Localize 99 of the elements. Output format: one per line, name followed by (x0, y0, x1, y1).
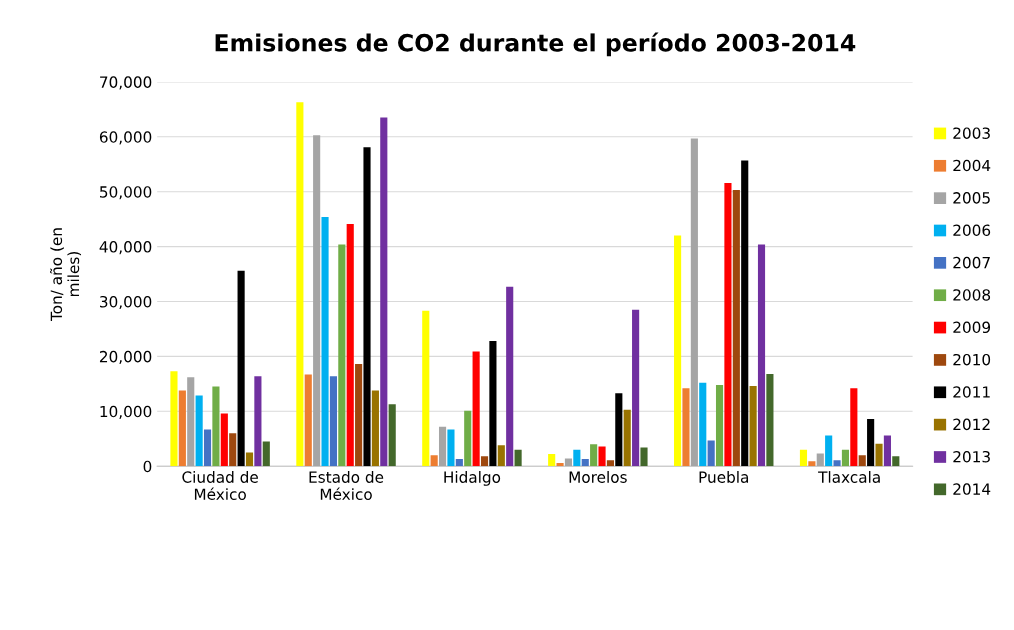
bar (178, 390, 186, 467)
bar (296, 102, 304, 467)
bar (388, 404, 396, 467)
bar (690, 138, 698, 467)
bar (606, 460, 614, 467)
bar (489, 341, 497, 467)
bar (380, 117, 388, 467)
bar (371, 390, 379, 467)
legend-label: 2011 (953, 386, 990, 398)
bar (816, 453, 824, 467)
bar (883, 435, 891, 467)
bar (699, 382, 707, 467)
bar (203, 429, 212, 467)
bar (506, 286, 514, 467)
bar (875, 443, 883, 467)
bar (514, 449, 522, 467)
bar (338, 244, 346, 467)
bar (497, 445, 505, 467)
bar (262, 441, 270, 467)
y-tick-label: 20,000 (99, 350, 152, 364)
bar (741, 160, 749, 467)
bar (573, 449, 581, 467)
y-tick-label: 0 (143, 460, 152, 473)
bar (808, 461, 816, 467)
legend-label: 2009 (953, 321, 991, 334)
bar (556, 462, 564, 467)
bar (858, 455, 866, 467)
y-tick-label: 70,000 (100, 76, 152, 90)
bar (187, 377, 195, 467)
bar (321, 216, 329, 467)
bar (480, 456, 489, 467)
bar (455, 459, 463, 467)
bar (841, 449, 850, 467)
bar (170, 371, 178, 467)
bar (581, 459, 589, 467)
bar (598, 446, 606, 467)
bar (346, 224, 354, 467)
bar (757, 244, 766, 467)
bar (590, 444, 598, 467)
y-tick-label: 30,000 (100, 295, 152, 310)
bar (422, 310, 430, 467)
x-tick-label: Tlaxcala (818, 471, 880, 483)
bar (464, 410, 472, 467)
legend-label: 2005 (953, 192, 990, 204)
bar (640, 447, 648, 467)
y-tick-label: 40,000 (99, 241, 152, 255)
bar (363, 147, 371, 467)
bar (732, 190, 740, 467)
y-tick-label: 10,000 (100, 405, 152, 419)
bar (195, 395, 203, 467)
bar (229, 433, 237, 467)
bar (867, 418, 875, 467)
bar (799, 449, 808, 467)
bar (615, 393, 623, 467)
bar (548, 454, 556, 467)
bar (850, 388, 858, 467)
bar (833, 460, 841, 467)
legend-label: 2014 (953, 483, 991, 495)
legend-label: 2006 (953, 224, 991, 237)
legend-label: 2008 (953, 289, 991, 301)
bar (749, 386, 757, 467)
x-tick-label: Ciudad de México (182, 471, 258, 500)
bar (472, 351, 480, 467)
bar (212, 386, 220, 467)
legend-label: 2010 (953, 353, 991, 366)
bar (682, 388, 690, 467)
bar (430, 455, 438, 467)
bar (674, 235, 682, 467)
bar (304, 374, 312, 467)
bar (237, 270, 245, 467)
x-tick-label: Puebla (699, 471, 749, 483)
legend-label: 2004 (953, 159, 991, 172)
bar (254, 376, 262, 467)
bar (438, 426, 447, 467)
bar (355, 364, 363, 467)
x-tick-label: Morelos (569, 471, 627, 483)
chart-title: Emisiones de CO2 durante el período 2003-2014 (215, 32, 856, 57)
bar (892, 456, 900, 467)
legend-label: 2007 (953, 256, 990, 269)
y-tick-label: 60,000 (99, 131, 152, 145)
bar (313, 135, 321, 467)
legend-label: 2013 (953, 450, 990, 463)
y-axis-title: Ton/ año (en miles) (50, 228, 82, 322)
legend-label: 2012 (953, 418, 990, 431)
bar (715, 384, 724, 467)
bar (245, 452, 254, 467)
bar (724, 182, 732, 467)
bar (220, 413, 228, 467)
legend-label: 2003 (953, 127, 990, 139)
y-tick-label: 50,000 (100, 186, 152, 200)
bar (447, 429, 455, 467)
bar (623, 409, 631, 467)
bar (766, 373, 774, 467)
bar (707, 440, 715, 467)
bar (825, 435, 833, 467)
bar (329, 376, 337, 467)
x-tick-label: Hidalgo (444, 471, 501, 486)
x-tick-label: Estado de México (309, 471, 384, 500)
bar (632, 309, 640, 467)
